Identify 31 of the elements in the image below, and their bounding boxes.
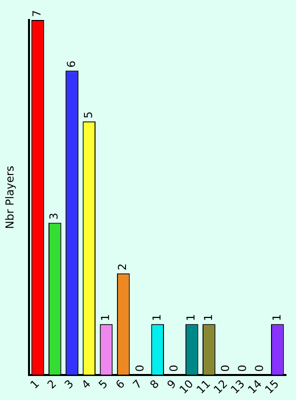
x-tick-label: 2 [44, 377, 60, 392]
x-tick-label: 5 [96, 377, 110, 392]
x-tick-label: 14 [245, 377, 264, 396]
data-label: 6 [64, 60, 78, 68]
data-label: 3 [48, 212, 61, 220]
x-tick-label: 4 [79, 377, 94, 392]
data-label: 5 [82, 111, 95, 118]
x-tick-label: 11 [194, 377, 214, 396]
x-tick-label: 3 [62, 377, 76, 392]
x-tick-label: 8 [148, 377, 162, 392]
x-tick-label: 1 [28, 377, 42, 392]
data-label: 0 [236, 364, 250, 372]
data-label: 0 [168, 364, 181, 372]
data-label: 0 [133, 364, 146, 372]
data-label: 1 [99, 314, 112, 322]
x-tick-label: 9 [164, 377, 179, 392]
data-label: 0 [253, 364, 266, 372]
x-tick-label: 7 [130, 377, 145, 392]
x-tick-label: 15 [262, 377, 282, 396]
data-label: 0 [218, 364, 232, 372]
x-tick-label: 12 [211, 377, 230, 396]
x-tick-label: 6 [113, 377, 128, 392]
data-label: 1 [150, 314, 164, 322]
data-label: 1 [202, 314, 215, 322]
data-label: 1 [270, 314, 284, 322]
data-label: 7 [30, 10, 44, 17]
y-axis-title: Nbr Players [3, 166, 16, 229]
x-tick-label: 10 [176, 377, 196, 396]
data-label: 2 [116, 263, 130, 270]
data-label: 1 [184, 314, 198, 322]
x-tick-label: 13 [228, 377, 248, 396]
